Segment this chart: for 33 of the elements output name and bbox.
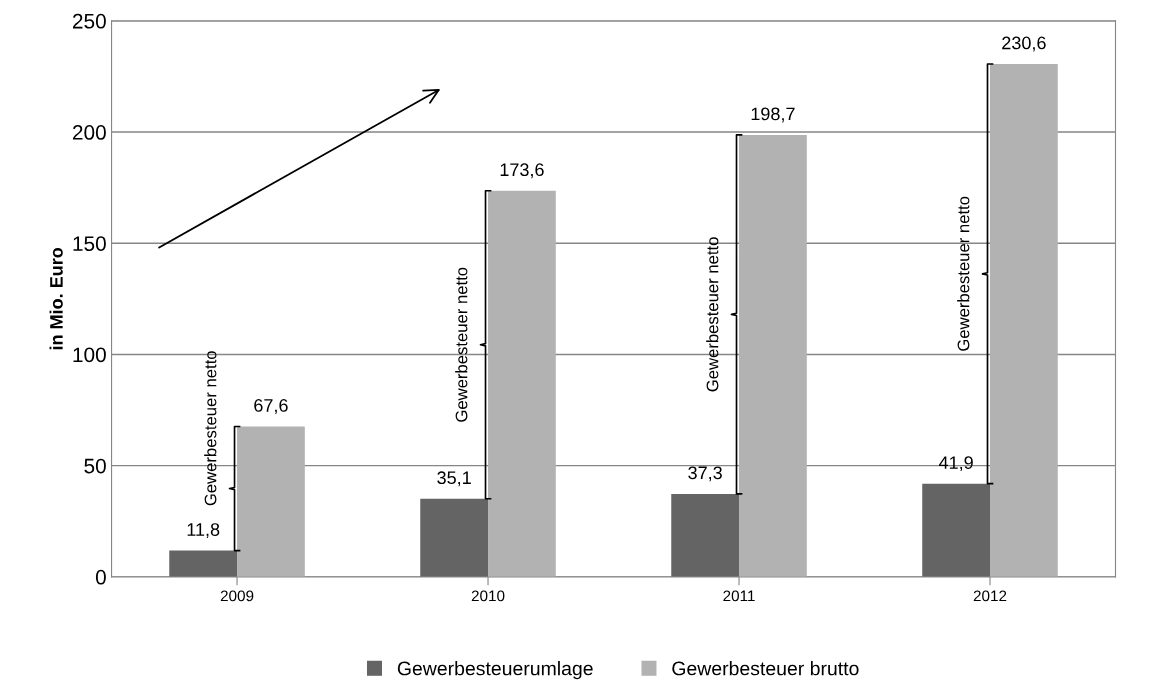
x-tick-label: 2011 [723,590,755,602]
legend-label: Gewerbesteuer brutto [672,661,859,676]
x-tick-label: 2012 [973,590,1007,602]
y-tick-label: 0 [95,569,106,585]
data-label: 67,6 [254,399,288,414]
y-tick-label: 50 [84,458,106,474]
data-label: 173,6 [500,163,544,179]
y-tick-label: 200 [72,125,106,140]
y-axis-title: in Mio. Euro [49,247,63,350]
bar [990,64,1058,577]
annotation: Gewerbesteuer netto [706,237,719,392]
bar [922,483,991,577]
x-tick-label: 2009 [220,590,254,602]
data-label: 41,9 [938,456,973,472]
bar [237,426,305,577]
annotation: Gewerbesteuer netto [957,196,970,351]
bar [488,190,556,577]
legend-label: Gewerbesteuerumlage [397,661,593,680]
y-tick-label: 150 [73,236,106,251]
annotation: Gewerbesteuer netto [204,351,217,506]
y-tick-label: 100 [73,347,106,363]
bar [420,498,489,577]
data-label: 11,8 [187,523,220,539]
bar [739,134,807,577]
bar [671,493,740,577]
data-label: 37,3 [688,466,722,482]
annotation: Gewerbesteuer netto [455,267,468,422]
data-label: 230,6 [1002,36,1046,52]
bar [169,550,238,577]
data-label: 198,7 [751,107,795,123]
data-label: 35,1 [437,471,471,487]
x-tick-label: 2010 [471,590,505,602]
y-tick-label: 250 [72,13,106,29]
